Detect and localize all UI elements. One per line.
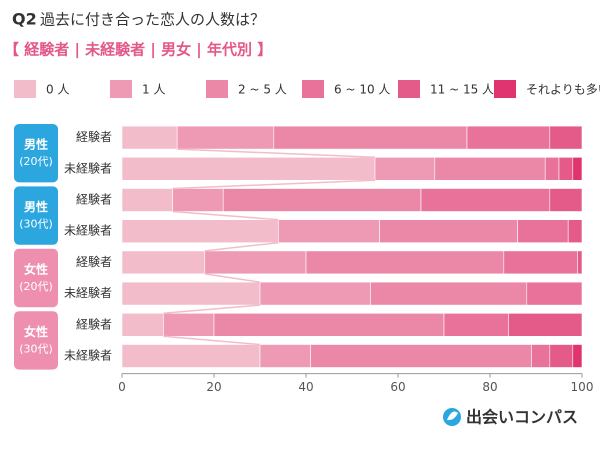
legend-swatch: [398, 80, 420, 98]
legend-label: 6 ~ 10 人: [334, 83, 390, 97]
bar-segment: [121, 281, 261, 306]
connector-line: [163, 335, 261, 346]
category-label: 未経験者: [64, 285, 112, 300]
x-tick-label: 20: [206, 380, 221, 394]
bar-segment: [370, 281, 528, 306]
bar-segment: [213, 312, 445, 337]
bar-segment: [466, 125, 551, 150]
legend-swatch: [494, 80, 516, 98]
category-label: 未経験者: [64, 348, 112, 363]
connector-line: [177, 148, 376, 159]
bar-segment: [526, 281, 583, 306]
bar-segment: [121, 219, 279, 243]
connector-line: [204, 273, 261, 283]
bar-segment: [443, 312, 509, 337]
bar-segment: [508, 312, 583, 337]
bar-segment: [259, 281, 371, 306]
category-label: 経験者: [76, 254, 112, 269]
bar-segment: [420, 188, 551, 212]
bar-segment: [531, 344, 551, 368]
bar-segment: [172, 188, 224, 212]
bar-segment: [549, 344, 574, 368]
bar-segment: [567, 219, 583, 243]
bar-segment: [572, 157, 583, 181]
bar-segment: [558, 157, 574, 181]
bar-segment: [278, 219, 380, 243]
connector-line: [172, 210, 279, 221]
chart-subtitle: 【 経験者 | 未経験者 | 男女 | 年代別 】: [4, 41, 272, 60]
category-label: 未経験者: [64, 160, 112, 175]
bar-segment: [121, 157, 376, 181]
bar-segment: [121, 250, 206, 275]
bar-segment: [259, 344, 311, 368]
x-tick-label: 80: [482, 380, 497, 394]
bar-segment: [544, 157, 560, 181]
legend-label: 1 人: [142, 83, 165, 97]
category-label: 未経験者: [64, 223, 112, 238]
bar-segment: [121, 312, 164, 337]
bar-segment: [163, 312, 215, 337]
chart-title: 過去に付き合った恋人の人数は？: [40, 11, 265, 29]
bar-segment: [121, 125, 178, 150]
brand-name: 出会いコンパス: [466, 408, 578, 427]
bar-segment: [379, 219, 518, 243]
bar-segment: [310, 344, 532, 368]
legend-label: それよりも多い: [526, 83, 600, 97]
category-label: 経験者: [76, 129, 112, 144]
bar-segment: [176, 125, 275, 150]
brand-logo-leaf: [447, 411, 458, 421]
group-box: [14, 186, 58, 245]
bar-segment: [374, 157, 436, 181]
bar-segment: [305, 250, 505, 275]
question-number: Q2: [12, 10, 37, 29]
legend-label: 0 人: [46, 83, 69, 97]
group-sublabel: (30代): [19, 342, 53, 355]
group-sublabel: (20代): [19, 155, 53, 168]
x-tick-label: 0: [118, 380, 126, 394]
group-sublabel: (30代): [19, 218, 53, 231]
legend-label: 11 ~ 15 人: [430, 83, 494, 97]
legend-swatch: [110, 80, 132, 98]
bar-segment: [577, 250, 583, 275]
group-box: [14, 248, 58, 308]
category-label: 経験者: [76, 192, 112, 207]
bar-segment: [222, 188, 422, 212]
bar-segment: [572, 344, 583, 368]
group-label: 男性: [24, 199, 48, 214]
bar-segment: [204, 250, 307, 275]
bar-segment: [549, 188, 583, 212]
bar-segment: [549, 125, 583, 150]
bar-segment: [121, 188, 173, 212]
legend-swatch: [14, 80, 36, 98]
bar-segment: [434, 157, 546, 181]
connector-line: [163, 304, 261, 315]
x-tick-label: 60: [390, 380, 405, 394]
group-label: 女性: [24, 262, 48, 277]
legend-swatch: [206, 80, 228, 98]
legend-label: 2 ~ 5 人: [238, 83, 287, 97]
group-box: [14, 124, 58, 183]
bar-segment: [121, 344, 261, 368]
x-tick-label: 40: [298, 380, 313, 394]
legend-swatch: [302, 80, 324, 98]
group-box: [14, 311, 58, 370]
connector-line: [204, 241, 279, 252]
x-tick-label: 100: [571, 380, 594, 394]
category-label: 経験者: [76, 316, 112, 331]
group-label: 男性: [24, 137, 48, 152]
connector-line: [172, 179, 376, 190]
bar-segment: [503, 250, 578, 275]
bar-segment: [273, 125, 468, 150]
group-label: 女性: [24, 324, 48, 339]
group-sublabel: (20代): [19, 280, 53, 293]
bar-segment: [517, 219, 569, 243]
